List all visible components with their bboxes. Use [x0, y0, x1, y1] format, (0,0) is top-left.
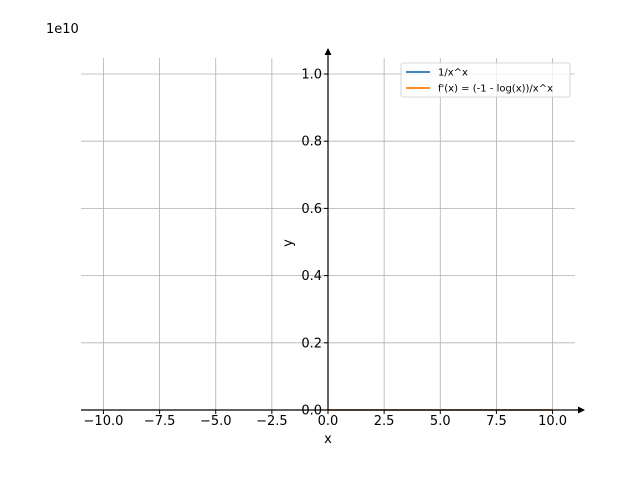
- x-tick-label: 2.5: [374, 414, 395, 429]
- y-tick-label: 0.6: [301, 202, 322, 217]
- y-tick-label: 1.0: [301, 68, 322, 83]
- x-tick-label: 10.0: [538, 414, 567, 429]
- ticks: −10.0 −7.5 −5.0 −2.5 0.0 2.5 5.0 7.5 10.0 0.0 0.2 0…: [84, 68, 567, 430]
- x-tick-label: −5.0: [200, 414, 232, 429]
- y-offset-text: 1e10: [46, 22, 79, 37]
- legend: 1/x^x f'(x) = (-1 - log(x))/x^x: [400, 62, 571, 98]
- legend-label-2: f'(x) = (-1 - log(x))/x^x: [438, 84, 553, 95]
- x-axis-arrowhead: [578, 406, 585, 414]
- y-tick-label: 0.4: [301, 269, 322, 284]
- x-axis-label: x: [324, 432, 332, 447]
- x-tick-label: −10.0: [84, 414, 124, 429]
- x-tick-label: 0.0: [318, 414, 339, 429]
- y-tick-label: 0.8: [301, 135, 322, 150]
- y-tick-label: 0.2: [301, 336, 322, 351]
- x-tick-label: 5.0: [430, 414, 451, 429]
- x-tick-label: −7.5: [144, 414, 176, 429]
- y-axis-label: y: [281, 239, 296, 247]
- legend-box: [400, 62, 571, 98]
- x-tick-label: 7.5: [486, 414, 507, 429]
- y-tick-label: 0.0: [301, 404, 322, 419]
- x-tick-label: −2.5: [256, 414, 288, 429]
- y-axis-arrowhead: [324, 48, 332, 55]
- legend-label-1: 1/x^x: [438, 68, 468, 79]
- axes: [81, 48, 585, 414]
